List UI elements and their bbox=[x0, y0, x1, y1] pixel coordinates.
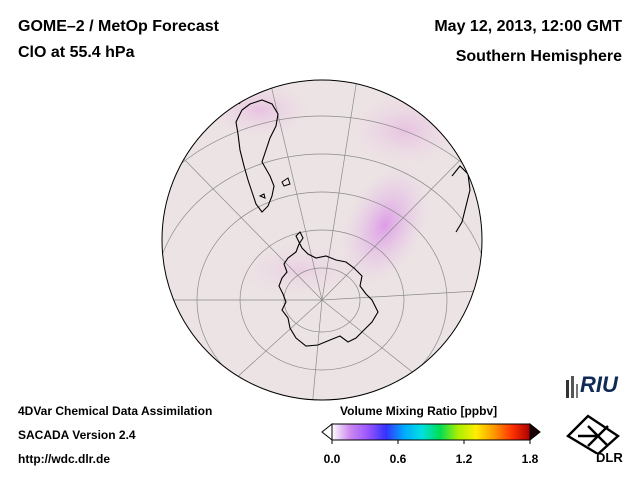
map-hemisphere: Southern Hemisphere bbox=[455, 48, 622, 65]
coastline-africa bbox=[451, 165, 471, 233]
dlr-logo bbox=[566, 414, 620, 454]
colorbar-tick-label: 0.0 bbox=[323, 452, 341, 466]
colorbar-title: Volume Mixing Ratio [ppbv] bbox=[340, 404, 498, 418]
footer-line-1: 4DVar Chemical Data Assimilation bbox=[18, 404, 213, 418]
colorbar-tick-label: 1.2 bbox=[455, 452, 473, 466]
coastline-south-america-east bbox=[225, 91, 241, 105]
coastline-south-america bbox=[235, 99, 279, 213]
clo-enhancement-area bbox=[230, 240, 370, 300]
coastline-antarctica bbox=[278, 231, 379, 347]
footer-url[interactable]: http://wdc.dlr.de bbox=[18, 452, 110, 466]
island bbox=[258, 193, 266, 199]
clo-enhancement-area bbox=[205, 80, 315, 140]
riu-logo-text: RIU bbox=[580, 372, 618, 397]
colorbar-tick-label: 0.6 bbox=[389, 452, 407, 466]
dlr-logo-text: DLR bbox=[596, 450, 623, 465]
clo-enhancement-area bbox=[339, 163, 431, 287]
globe-outline bbox=[161, 79, 483, 401]
riu-logo bbox=[566, 376, 578, 398]
map-title: GOME–2 / MetOp Forecast bbox=[18, 18, 219, 35]
clo-enhancement-area bbox=[345, 90, 465, 170]
footer-line-2: SACADA Version 2.4 bbox=[18, 428, 136, 442]
map-subtitle: ClO at 55.4 hPa bbox=[18, 44, 135, 61]
map-date: May 12, 2013, 12:00 GMT bbox=[434, 18, 622, 35]
colorbar-tick-label: 1.8 bbox=[521, 452, 539, 466]
island bbox=[281, 177, 291, 187]
